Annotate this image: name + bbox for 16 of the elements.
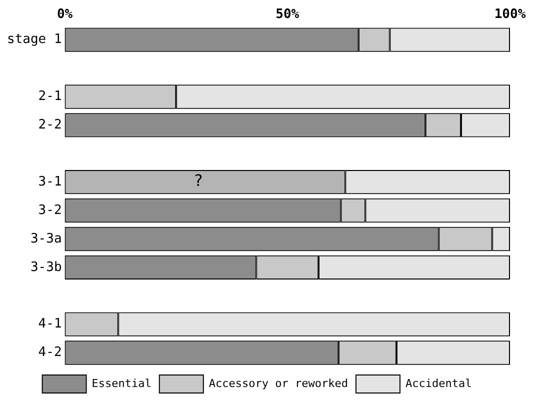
y-tick-label: 4-1 <box>38 316 62 332</box>
y-tick-label: 2-1 <box>38 89 62 104</box>
y-tick-label: 3-1 <box>38 174 62 190</box>
legend-label: Accessory or reworked <box>208 376 348 390</box>
y-tick-label: stage 1 <box>6 32 62 48</box>
legend-label: Accidental <box>405 376 472 390</box>
x-tick-label: 100% <box>494 7 526 22</box>
y-tick-label: 3-2 <box>38 202 62 218</box>
legend-label: Essential <box>92 376 152 390</box>
y-tick-label: 3-3b <box>30 260 62 275</box>
annotation: ? <box>194 171 204 190</box>
x-tick-label: 0% <box>56 7 73 22</box>
y-tick-label: 4-2 <box>38 345 62 360</box>
y-tick-label: 3-3a <box>30 231 62 246</box>
y-tick-label: 2-2 <box>38 118 62 133</box>
x-tick-label: 50% <box>276 7 300 22</box>
